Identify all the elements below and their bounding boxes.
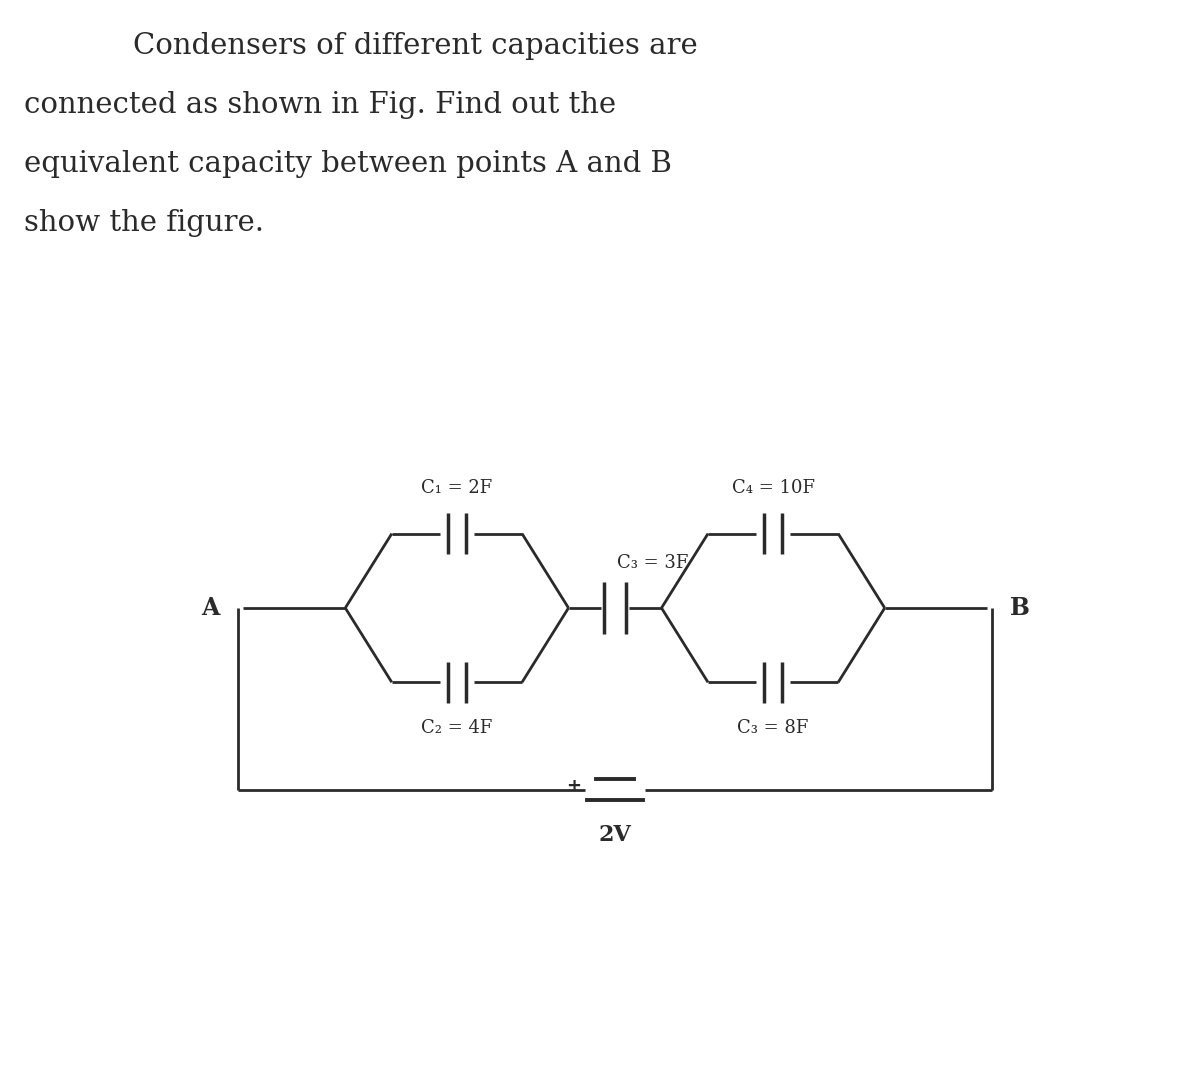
Text: C₄ = 10F: C₄ = 10F [732,480,815,497]
Text: C₂ = 4F: C₂ = 4F [421,719,492,737]
Text: +: + [565,777,581,795]
Text: equivalent capacity between points A and B: equivalent capacity between points A and… [24,150,672,178]
Text: connected as shown in Fig. Find out the: connected as shown in Fig. Find out the [24,91,616,119]
Text: show the figure.: show the figure. [24,209,264,237]
Text: C₁ = 2F: C₁ = 2F [421,480,492,497]
Text: B: B [1010,596,1030,620]
Text: C₃ = 3F: C₃ = 3F [617,554,688,572]
Text: A: A [202,596,220,620]
Text: C₃ = 8F: C₃ = 8F [738,719,809,737]
Text: 2V: 2V [599,824,631,847]
Text: Condensers of different capacities are: Condensers of different capacities are [96,32,697,60]
